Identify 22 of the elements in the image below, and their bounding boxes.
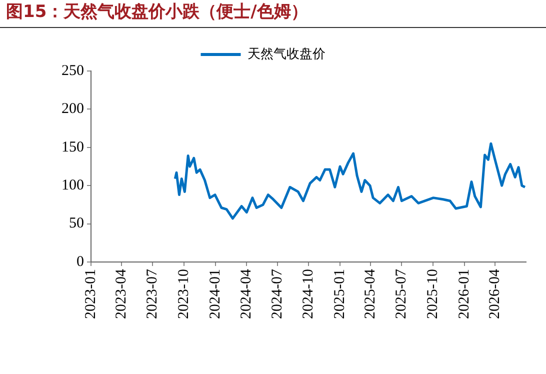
x-tick-label: 2026-01 <box>456 269 472 319</box>
y-tick-label: 200 <box>62 101 84 118</box>
x-tick-label: 2025-01 <box>332 269 348 319</box>
x-tick-label: 2023-01 <box>82 269 99 319</box>
x-tick-label: 2024-10 <box>300 269 317 319</box>
x-tick-label: 2024-07 <box>269 268 286 319</box>
y-tick-label: 100 <box>62 178 84 194</box>
x-tick-label: 2024-04 <box>238 268 254 319</box>
y-tick-label: 0 <box>76 254 84 270</box>
x-tick-label: 2023-04 <box>114 268 130 319</box>
y-tick-label: 250 <box>62 62 84 79</box>
x-tick-label: 2024-01 <box>207 269 224 319</box>
y-tick-label: 50 <box>69 216 84 232</box>
x-tick-label: 2025-07 <box>394 268 410 319</box>
x-tick-label: 2025-10 <box>424 269 441 319</box>
x-tick-label: 2025-04 <box>362 268 379 319</box>
x-tick-label: 2023-07 <box>144 268 161 319</box>
legend-label: 天然气收盘价 <box>247 46 326 62</box>
x-tick-label: 2026-04 <box>486 268 503 319</box>
y-tick-label: 150 <box>62 139 84 156</box>
x-tick-label: 2023-10 <box>176 269 192 319</box>
chart-title: 图15：天然气收盘价小跌（便士/色姆） <box>0 0 546 28</box>
